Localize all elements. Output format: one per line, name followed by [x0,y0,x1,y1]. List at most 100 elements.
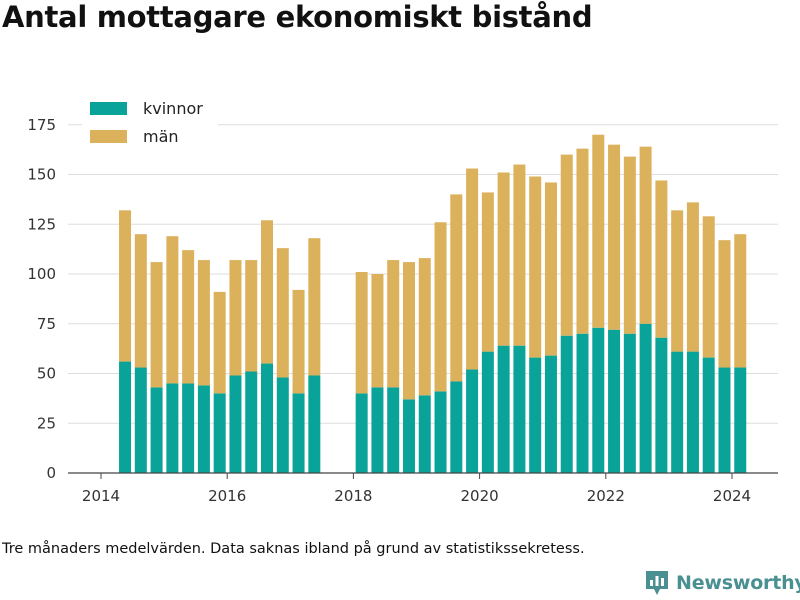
y-axis-ticks: 0 25 50 75 100 125 150 175 [27,116,56,482]
bar-man [718,240,731,368]
bar-man [245,260,258,372]
x-tick-label: 2014 [82,487,120,505]
y-tick-label: 25 [37,414,56,432]
y-tick-label: 100 [27,265,56,283]
y-tick-label: 125 [27,215,56,233]
bar-kvinnor [166,383,179,473]
bar-kvinnor [513,345,526,473]
bar-series [119,134,747,473]
bar-kvinnor [466,369,479,473]
bar-man [560,154,573,336]
bar-man [276,248,289,378]
bar-kvinnor [402,399,415,473]
bar-man [182,250,195,384]
bar-man [450,194,463,382]
bar-man [308,238,321,376]
bar-man [119,210,132,362]
bar-kvinnor [261,363,274,473]
x-tick-label: 2020 [461,487,499,505]
bar-man [261,220,274,364]
bar-man [134,234,147,368]
newsworthy-logo-icon [646,571,668,595]
bar-kvinnor [639,323,652,473]
bar-man [671,210,684,352]
brand: Newsworthy [644,569,800,597]
y-tick-label: 50 [37,365,56,383]
bar-kvinnor [418,395,431,473]
bar-man [623,156,636,334]
y-tick-label: 0 [46,464,56,482]
bar-kvinnor [134,367,147,473]
bar-man [229,260,242,376]
bar-man [655,180,668,338]
y-tick-label: 75 [37,315,56,333]
bar-kvinnor [623,333,636,473]
bar-man [402,262,415,400]
bar-man [702,216,715,358]
bar-man [213,291,226,394]
legend-label: män [143,127,179,146]
bar-man [418,258,431,396]
bar-kvinnor [671,351,684,473]
bar-kvinnor [592,327,605,473]
bar-man [544,182,557,356]
bar-man [513,164,526,346]
bar-kvinnor [119,361,132,473]
bar-kvinnor [450,381,463,473]
bar-kvinnor [245,371,258,473]
bar-man [592,134,605,328]
bar-man [150,262,163,388]
bar-kvinnor [608,329,621,473]
bar-kvinnor [213,393,226,473]
bar-man [466,168,479,370]
bar-kvinnor [481,351,494,473]
legend: kvinnor män [82,96,218,146]
y-tick-label: 175 [27,116,56,134]
bar-kvinnor [229,375,242,473]
bar-man [576,148,589,334]
legend-swatch [90,102,127,115]
bar-man [734,234,747,368]
bar-man [197,260,210,386]
x-tick-label: 2018 [334,487,372,505]
legend-label: kvinnor [143,99,203,118]
page-title: Antal mottagare ekonomiskt bistånd [2,0,593,34]
x-tick-label: 2016 [208,487,246,505]
bar-man [686,202,699,352]
bar-man [292,289,305,394]
bar-kvinnor [434,391,447,473]
brand-name: Newsworthy [676,572,800,594]
bar-kvinnor [182,383,195,473]
bar-kvinnor [371,387,384,473]
bar-kvinnor [529,357,542,473]
bar-kvinnor [497,345,510,473]
legend-swatch [90,130,127,143]
bar-kvinnor [355,393,368,473]
bar-kvinnor [387,387,400,473]
bar-kvinnor [544,355,557,473]
bar-kvinnor [686,351,699,473]
x-tick-label: 2024 [713,487,751,505]
bar-kvinnor [150,387,163,473]
x-axis-ticks: 2014 2016 2018 2020 2022 2024 [82,473,751,505]
bar-man [481,192,494,352]
bar-man [371,274,384,388]
bar-kvinnor [308,375,321,473]
bar-kvinnor [655,337,668,473]
bar-kvinnor [276,377,289,473]
bar-man [387,260,400,388]
footnote: Tre månaders medelvärden. Data saknas ib… [2,541,585,557]
bar-man [529,176,542,358]
bar-man [434,222,447,392]
bar-kvinnor [718,367,731,473]
bar-man [639,146,652,324]
bar-man [608,144,621,330]
bar-man [497,172,510,346]
bar-kvinnor [292,393,305,473]
bar-man [355,272,368,394]
bar-man [166,236,179,384]
bar-kvinnor [197,385,210,473]
bar-kvinnor [702,357,715,473]
y-tick-label: 150 [27,166,56,184]
